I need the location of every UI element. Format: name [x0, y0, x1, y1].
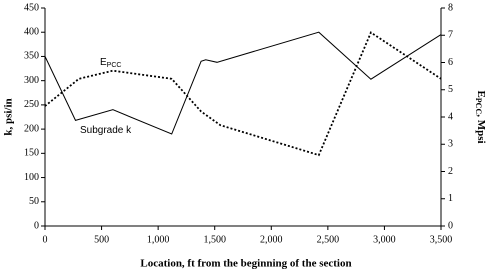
x-tick-label: 1,000: [147, 234, 170, 245]
y-tick-label: 400: [24, 27, 39, 38]
series-line: [44, 31, 442, 135]
y2-tick-label: 8: [448, 2, 453, 13]
y2-tick-label: 7: [448, 30, 453, 41]
series-label-name: E: [100, 57, 107, 68]
x-axis-label: Location, ft from the beginning of the s…: [140, 258, 351, 270]
y-tick-label: 300: [24, 75, 39, 86]
y-tick-label: 250: [24, 99, 39, 110]
x-tick-label: 3,500: [430, 234, 453, 245]
y2-tick-label: 1: [448, 193, 453, 204]
x-tick-label: 3,000: [373, 234, 396, 245]
y2-label-main: E: [475, 90, 487, 97]
series-line: [44, 31, 442, 157]
series-label: EPCC: [100, 57, 121, 69]
y-tick-label: 450: [24, 2, 39, 13]
x-tick-label: 2,500: [317, 234, 340, 245]
x-tick-label: 0: [43, 234, 48, 245]
series-label-sub: PCC: [107, 62, 122, 69]
y2-label-rest: , Mpsi: [475, 114, 487, 143]
y2-label-sub: PCC: [474, 98, 483, 115]
x-tick-label: 2,000: [260, 234, 283, 245]
y-tick-label: 350: [24, 51, 39, 62]
y2-axis-label: EPCC, Mpsi: [474, 90, 487, 143]
series-label-name: Subgrade k: [80, 125, 132, 136]
y-tick-label: 100: [24, 172, 39, 183]
y2-tick-label: 0: [448, 220, 453, 231]
y-tick-label: 200: [24, 123, 39, 134]
x-tick-label: 500: [94, 234, 109, 245]
y2-tick-label: 3: [448, 139, 453, 150]
y2-tick-label: 4: [448, 111, 453, 122]
y-tick-label: 0: [34, 220, 39, 231]
y-tick-label: 50: [29, 196, 39, 207]
y-axis-label: k, psi/in: [3, 98, 15, 135]
y-tick-label: 150: [24, 148, 39, 159]
series-label: Subgrade k: [80, 125, 132, 136]
x-tick-label: 1,500: [203, 234, 226, 245]
y2-tick-label: 6: [448, 57, 453, 68]
y2-tick-label: 2: [448, 166, 453, 177]
y2-tick-label: 5: [448, 84, 453, 95]
